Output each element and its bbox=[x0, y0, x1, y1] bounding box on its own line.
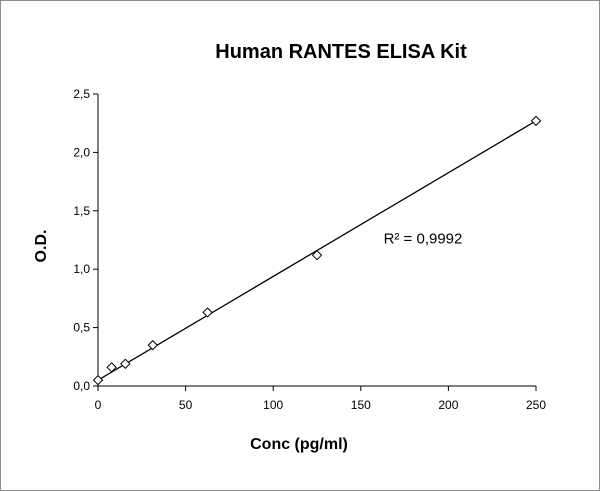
y-tick-label: 0,5 bbox=[73, 321, 90, 335]
y-tick-label: 1,5 bbox=[73, 204, 90, 218]
data-point bbox=[120, 358, 131, 370]
y-axis-label: O.D. bbox=[33, 230, 50, 263]
y-axis: 0,0 0,5 1,0 1,5 2,0 2,5 bbox=[73, 87, 99, 393]
x-tick-label: 150 bbox=[351, 398, 371, 412]
chart-title: Human RANTES ELISA Kit bbox=[215, 41, 467, 63]
data-points bbox=[92, 115, 542, 386]
x-tick-label: 0 bbox=[95, 398, 102, 412]
r-squared-annotation: R² = 0,9992 bbox=[384, 231, 463, 248]
x-axis: 0 50 100 150 200 250 bbox=[95, 385, 546, 412]
y-ticks: 0,0 0,5 1,0 1,5 2,0 2,5 bbox=[73, 87, 98, 393]
y-tick-label: 2,0 bbox=[73, 145, 90, 159]
data-point bbox=[106, 362, 117, 373]
data-point bbox=[92, 374, 104, 386]
data-point bbox=[202, 307, 213, 318]
x-tick-label: 50 bbox=[179, 398, 193, 412]
x-tick-label: 100 bbox=[263, 398, 283, 412]
x-axis-label: Conc (pg/ml) bbox=[250, 436, 348, 453]
y-tick-label: 2,5 bbox=[73, 87, 90, 101]
data-point bbox=[311, 249, 323, 261]
data-point bbox=[530, 115, 542, 127]
y-tick-label: 0,0 bbox=[73, 379, 90, 393]
x-tick-label: 250 bbox=[526, 398, 546, 412]
x-tick-label: 200 bbox=[438, 398, 458, 412]
y-tick-label: 1,0 bbox=[73, 262, 90, 276]
x-ticks: 0 50 100 150 200 250 bbox=[95, 386, 546, 412]
data-point bbox=[147, 339, 158, 351]
